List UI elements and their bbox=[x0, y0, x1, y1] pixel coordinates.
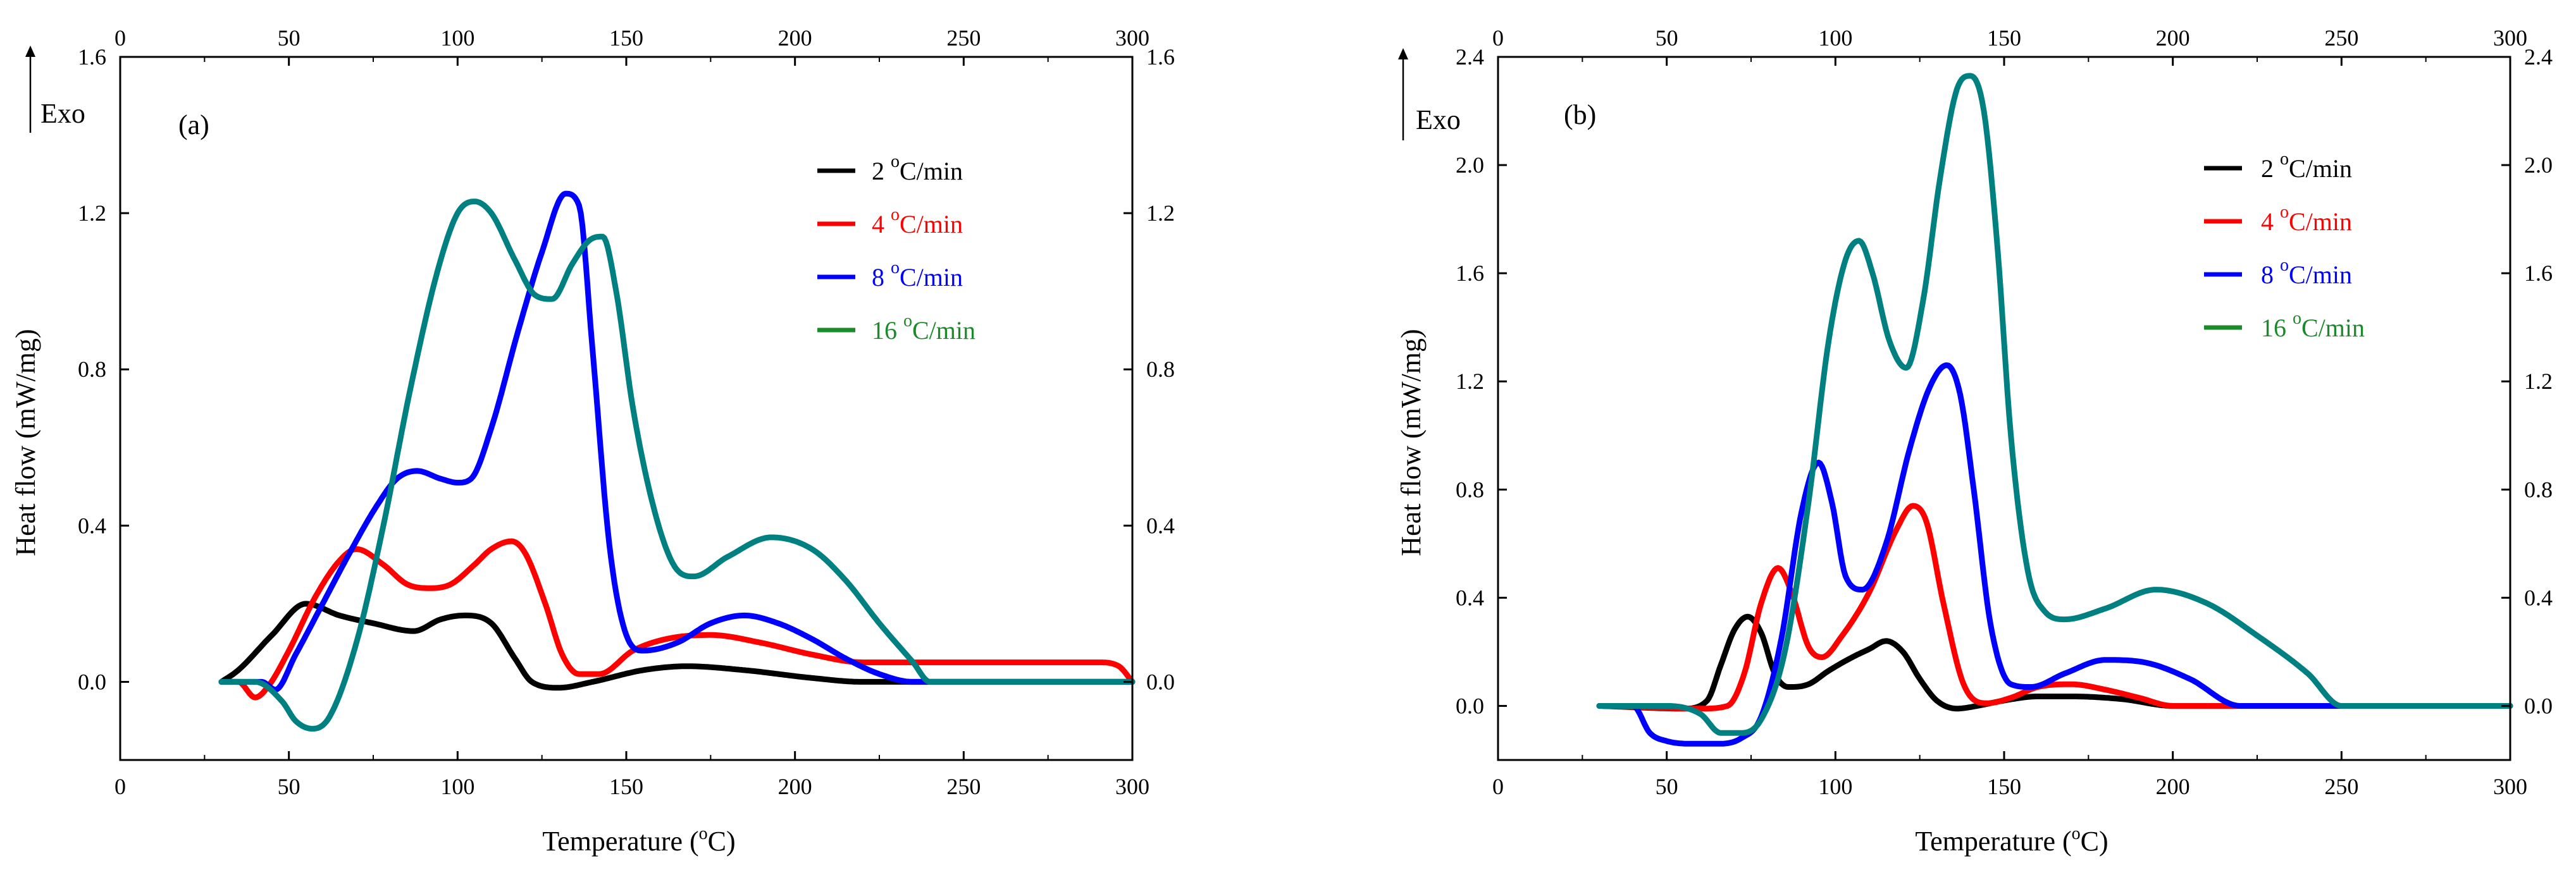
series-line-a-3 bbox=[218, 199, 1136, 732]
y-tick-label-left-a: 0.8 bbox=[78, 357, 106, 382]
y-axis-title-b: Heat flow (mW/mg) bbox=[1396, 329, 1427, 556]
y-tick-label-right-b: 2.4 bbox=[2524, 44, 2553, 70]
y-tick-label-right-b: 2.0 bbox=[2524, 152, 2553, 178]
series-layer-a bbox=[218, 190, 1136, 732]
legend-label-b-1: 4 oC/min bbox=[2261, 202, 2352, 236]
chart-panel-a: 0 0 50 50 100 100 150 150 200 200 250 250 300 300 0.0 0… bbox=[10, 25, 1175, 857]
legend-b: 2 oC/min 4 oC/min 8 oC/min 16 oC/min bbox=[2204, 149, 2365, 342]
legend-label-a-2: 8 oC/min bbox=[872, 258, 963, 291]
x-axis-title-b: Temperature (oC) bbox=[1915, 824, 2108, 857]
legend-label-b-2: 8 oC/min bbox=[2261, 255, 2352, 289]
x-tick-label-bottom-b: 0 bbox=[1492, 774, 1504, 799]
y-tick-label-left-a: 0.0 bbox=[78, 669, 106, 694]
x-tick-label-top-a: 150 bbox=[609, 25, 643, 51]
x-tick-label-bottom-b: 50 bbox=[1656, 774, 1678, 799]
panel-label-b: (b) bbox=[1564, 99, 1596, 130]
exo-indicator-a: Exo bbox=[25, 46, 85, 133]
y-tick-label-right-b: 0.4 bbox=[2524, 585, 2553, 610]
legend-label-b-3: 16 oC/min bbox=[2261, 309, 2365, 342]
y-axis-title-a: Heat flow (mW/mg) bbox=[10, 329, 41, 556]
x-tick-label-top-a: 0 bbox=[115, 25, 126, 51]
exo-label-a: Exo bbox=[40, 98, 85, 129]
exo-arrow-head-icon-a bbox=[25, 46, 35, 57]
x-tick-label-bottom-a: 50 bbox=[278, 774, 300, 799]
x-tick-label-top-b: 150 bbox=[1987, 25, 2021, 51]
y-tick-label-left-b: 1.6 bbox=[1456, 260, 1484, 286]
series-line-a-2 bbox=[218, 190, 1136, 693]
x-tick-label-top-a: 200 bbox=[778, 25, 812, 51]
series-line-a-1 bbox=[218, 538, 1136, 701]
exo-label-b: Exo bbox=[1416, 104, 1461, 135]
x-tick-label-bottom-a: 200 bbox=[778, 774, 812, 799]
legend-a: 2 oC/min 4 oC/min 8 oC/min 16 oC/min bbox=[817, 152, 975, 345]
x-tick-label-top-a: 100 bbox=[440, 25, 474, 51]
y-tick-label-right-b: 1.6 bbox=[2524, 260, 2553, 286]
y-tick-label-left-b: 2.4 bbox=[1456, 44, 1484, 70]
x-tick-label-top-b: 100 bbox=[1818, 25, 1852, 51]
legend-label-a-1: 4 oC/min bbox=[872, 205, 963, 238]
y-tick-label-right-b: 1.2 bbox=[2524, 369, 2553, 394]
y-tick-label-right-a: 1.6 bbox=[1146, 44, 1175, 70]
y-tick-label-right-a: 0.8 bbox=[1146, 357, 1175, 382]
y-tick-label-right-a: 1.2 bbox=[1146, 200, 1175, 226]
y-tick-label-left-b: 0.8 bbox=[1456, 477, 1484, 502]
y-tick-label-right-a: 0.0 bbox=[1146, 669, 1175, 694]
y-tick-label-left-a: 1.6 bbox=[78, 44, 106, 70]
y-tick-label-right-b: 0.8 bbox=[2524, 477, 2553, 502]
y-tick-label-right-b: 0.0 bbox=[2524, 693, 2553, 718]
y-tick-label-left-b: 0.4 bbox=[1456, 585, 1484, 610]
y-tick-label-left-b: 2.0 bbox=[1456, 152, 1484, 178]
x-tick-label-bottom-b: 100 bbox=[1818, 774, 1852, 799]
x-tick-label-top-b: 0 bbox=[1492, 25, 1504, 51]
x-tick-label-bottom-b: 250 bbox=[2324, 774, 2358, 799]
x-tick-label-top-b: 300 bbox=[2493, 25, 2527, 51]
x-tick-label-bottom-a: 150 bbox=[609, 774, 643, 799]
series-layer-b bbox=[1596, 73, 2513, 747]
y-tick-label-left-b: 0.0 bbox=[1456, 693, 1484, 718]
y-tick-label-left-a: 1.2 bbox=[78, 200, 106, 226]
ticks-b: 0 0 50 50 100 100 150 150 200 200 250 250 300 300 0.0 0… bbox=[1456, 25, 2553, 799]
x-tick-label-top-a: 300 bbox=[1115, 25, 1149, 51]
ticks-a: 0 0 50 50 100 100 150 150 200 200 250 250 300 300 0.0 0… bbox=[78, 25, 1175, 799]
x-tick-label-top-b: 250 bbox=[2324, 25, 2358, 51]
y-tick-label-left-a: 0.4 bbox=[78, 513, 106, 538]
exo-arrow-head-icon-b bbox=[1398, 48, 1408, 59]
x-tick-label-bottom-a: 300 bbox=[1115, 774, 1149, 799]
legend-label-a-3: 16 oC/min bbox=[872, 311, 975, 345]
x-tick-label-bottom-b: 300 bbox=[2493, 774, 2527, 799]
x-tick-label-bottom-a: 250 bbox=[946, 774, 981, 799]
x-tick-label-top-b: 200 bbox=[2156, 25, 2190, 51]
y-tick-label-left-b: 1.2 bbox=[1456, 369, 1484, 394]
x-tick-label-top-a: 50 bbox=[278, 25, 300, 51]
panel-label-a: (a) bbox=[178, 109, 209, 140]
plot-frame-b bbox=[1497, 56, 2511, 761]
y-tick-label-right-a: 0.4 bbox=[1146, 513, 1175, 538]
legend-label-a-0: 2 oC/min bbox=[872, 152, 963, 185]
x-tick-label-bottom-a: 0 bbox=[115, 774, 126, 799]
x-axis-title-a: Temperature (oC) bbox=[542, 824, 735, 857]
x-tick-label-top-b: 50 bbox=[1656, 25, 1678, 51]
x-tick-label-bottom-b: 150 bbox=[1987, 774, 2021, 799]
x-tick-label-top-a: 250 bbox=[946, 25, 981, 51]
legend-label-b-0: 2 oC/min bbox=[2261, 149, 2352, 183]
x-tick-label-bottom-a: 100 bbox=[440, 774, 474, 799]
x-tick-label-bottom-b: 200 bbox=[2156, 774, 2190, 799]
exo-indicator-b: Exo bbox=[1398, 48, 1461, 140]
series-line-b-3 bbox=[1596, 73, 2513, 736]
chart-panel-b: 0 0 50 50 100 100 150 150 200 200 250 250 300 300 0.0 0… bbox=[1396, 25, 2553, 857]
